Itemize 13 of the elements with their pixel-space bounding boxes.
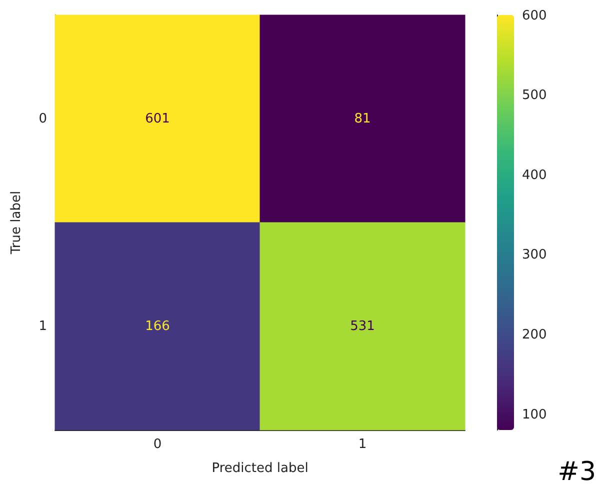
x-axis-title: Predicted label — [212, 461, 308, 476]
color-bar-label: 500 — [522, 88, 547, 104]
color-bar-label: 200 — [522, 328, 547, 343]
data-label: 81 — [354, 111, 371, 126]
data-label: 531 — [350, 318, 375, 334]
y-axis-title: True label — [9, 190, 24, 256]
color-bar-label: 100 — [522, 407, 547, 422]
data-label: 601 — [145, 111, 170, 126]
data-label: 166 — [145, 318, 170, 334]
color-bar-label: 400 — [522, 168, 547, 183]
color-bar-label: 300 — [522, 248, 547, 263]
color-bar-label: 600 — [522, 8, 547, 24]
text: #3 — [558, 457, 596, 487]
